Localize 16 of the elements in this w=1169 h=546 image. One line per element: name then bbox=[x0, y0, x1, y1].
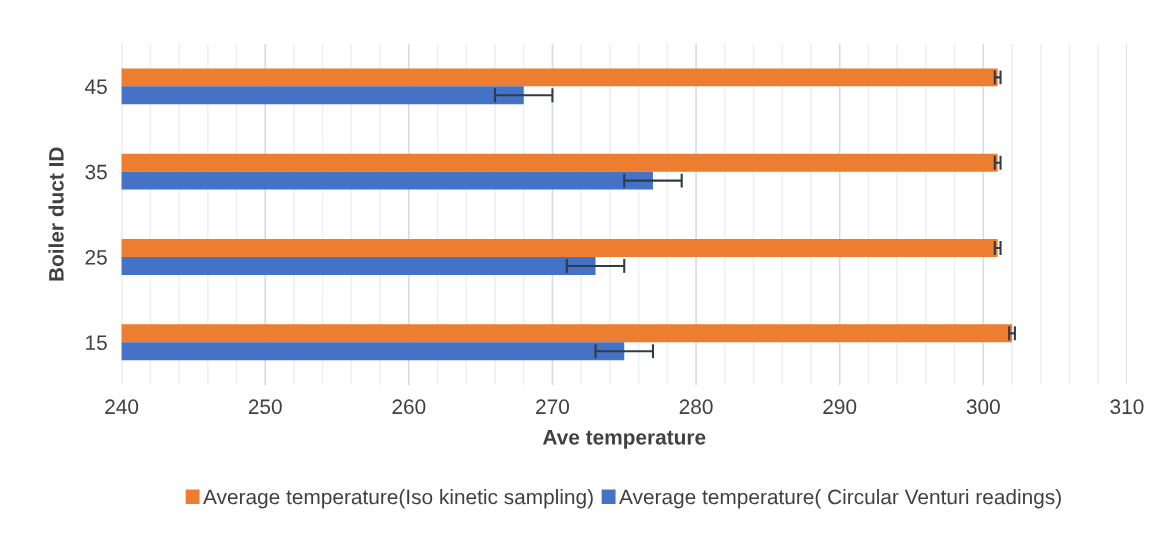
x-tick-label: 240 bbox=[105, 399, 139, 415]
y-tick-label: 45 bbox=[85, 79, 107, 95]
x-tick-label: 280 bbox=[679, 399, 713, 415]
y-tick-label: 15 bbox=[86, 335, 107, 351]
y-axis-title: Boiler duct ID bbox=[48, 147, 64, 281]
x-tick-label: 310 bbox=[1110, 399, 1144, 415]
y-tick-label: 35 bbox=[85, 164, 107, 180]
legend-label: Average temperature( Circular Venturi readings) bbox=[619, 488, 1061, 509]
x-tick-label: 260 bbox=[392, 399, 426, 415]
x-tick-label: 250 bbox=[248, 399, 282, 415]
x-tick-label: 270 bbox=[536, 399, 569, 415]
y-tick-label: 25 bbox=[85, 249, 107, 265]
x-tick-label: 300 bbox=[966, 399, 1000, 415]
x-axis-title: Ave temperature bbox=[542, 430, 706, 449]
x-tick-label: 290 bbox=[823, 399, 857, 415]
legend-label: Average temperature(Iso kinetic sampling) bbox=[203, 488, 593, 509]
